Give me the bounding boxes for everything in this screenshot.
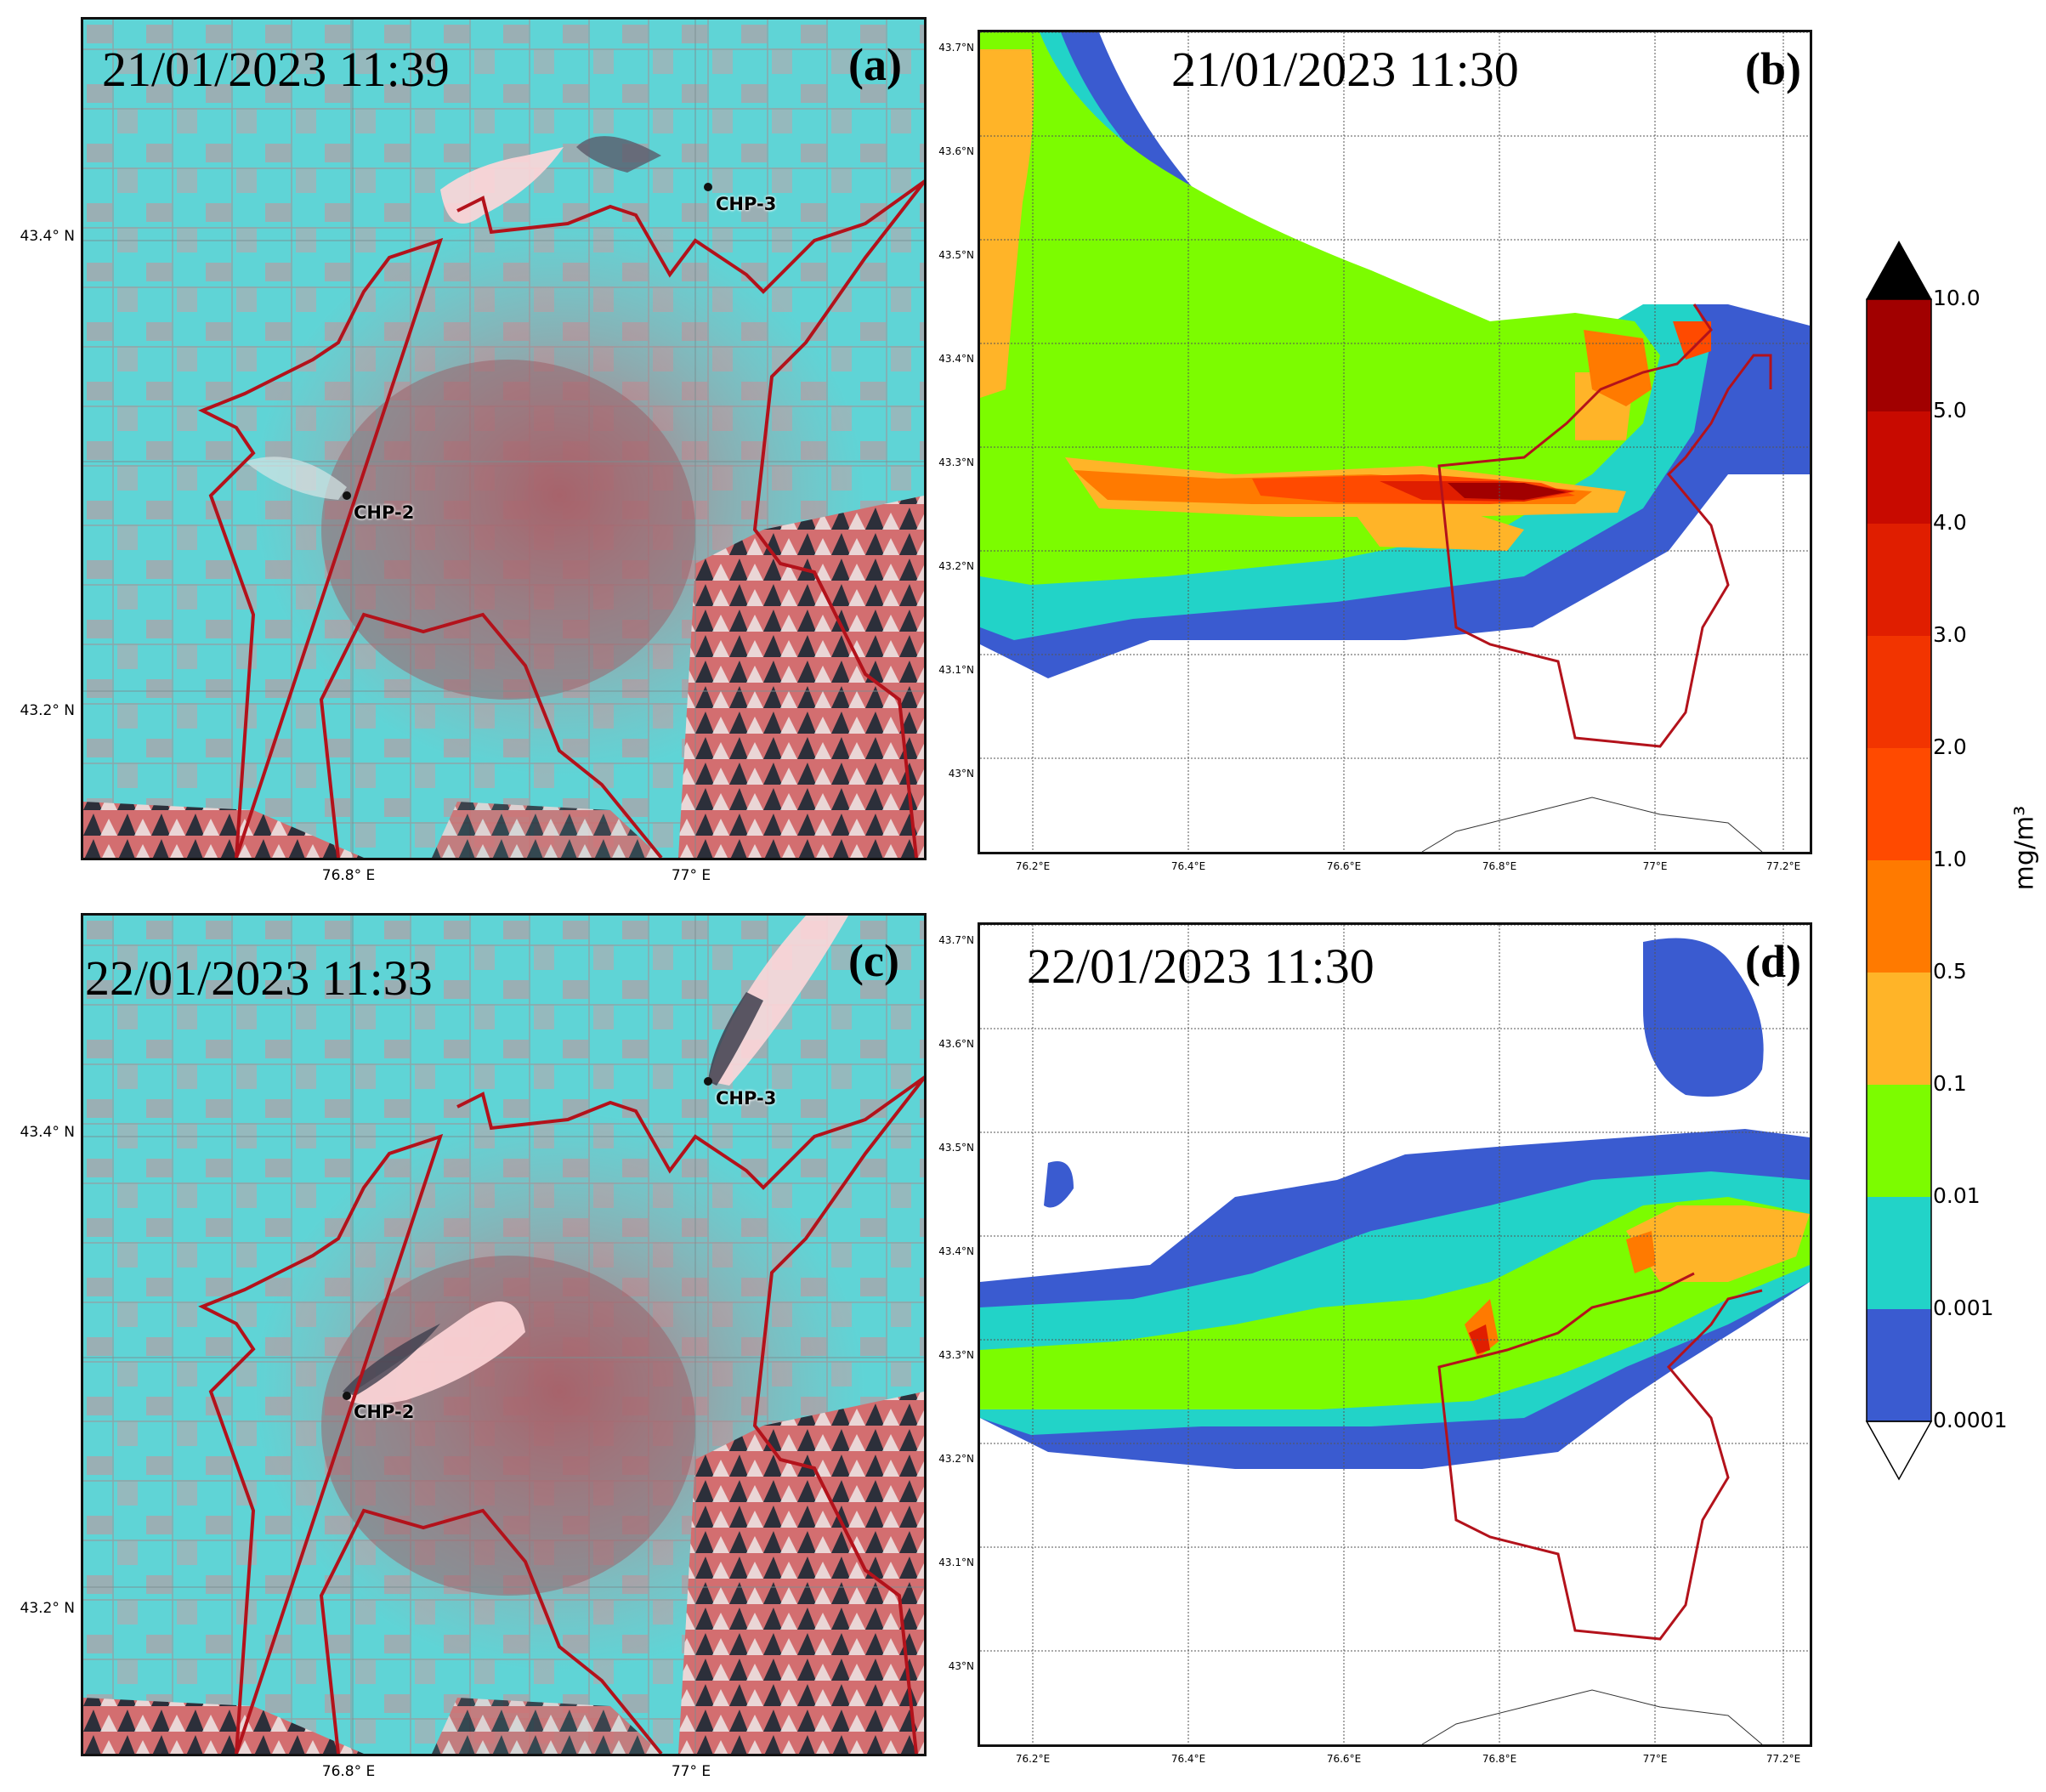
y-tick-label: 43.3°N [938,1349,974,1361]
colorbar [1865,240,1933,1481]
colorbar-frame [1866,298,1932,1422]
panel-c-satellite-image: 22/01/2023 11:33 (c) CHP-3 CHP-2 [81,913,927,1756]
y-tick-label: 43.2°N [938,560,974,572]
colorbar-segment [1867,299,1931,411]
chp3-marker-a [704,183,712,191]
colorbar-segment [1867,748,1931,860]
x-tick-label: 77.2°E [1765,860,1801,872]
city-boundary-d [1437,1272,1763,1641]
colorbar-segment [1867,524,1931,636]
x-tick-label: 77° E [671,1763,711,1780]
colorbar-segment [1867,636,1931,748]
concentration-field-d [980,925,1810,1744]
colorbar-level-label: 0.1 [1933,1071,1967,1096]
chp3-marker-c [704,1077,712,1086]
x-tick-label: 76.4°E [1170,1753,1206,1765]
y-tick-label: 43.3°N [938,457,974,468]
plume-chp2-a [245,457,347,500]
panel-label: (b) [1745,43,1801,94]
y-tick-label: 43.5°N [938,1142,974,1154]
timestamp: 22/01/2023 11:30 [1027,939,1374,994]
chp2-marker-a [343,491,351,500]
y-tick-label: 43.4° N [20,1124,75,1141]
y-tick-label: 43.6°N [938,1038,974,1050]
x-tick-label: 77° E [671,867,711,884]
chp2-label: CHP-2 [354,502,415,523]
x-tick-label: 76.8° E [321,1763,376,1780]
y-tick-label: 43.2°N [938,1453,974,1465]
chp2-marker-c [343,1392,351,1400]
y-tick-label: 43.1°N [938,1557,974,1568]
colorbar-under-triangle [1865,1421,1933,1481]
y-tick-label: 43.2° N [20,702,75,719]
x-tick-label: 76.8°E [1482,860,1517,872]
panel-d-concentration-map: 22/01/2023 11:30 (d) [978,922,1812,1747]
y-tick-label: 43.4°N [938,353,974,365]
y-tick-label: 43.5°N [938,249,974,261]
colorbar-level-label: 2.0 [1933,734,1967,759]
panel-a-satellite-image: 21/01/2023 11:39 (a) CHP-3 CHP-2 [81,17,927,860]
colorbar-level-label: 0.0001 [1933,1408,2008,1432]
x-tick-label: 77°E [1642,1753,1668,1765]
plume-chp2-c [347,1301,525,1404]
y-tick-label: 43.4° N [20,228,75,245]
satellite-scene-c [83,916,924,1754]
panel-label: (a) [848,39,902,90]
colorbar-level-label: 3.0 [1933,622,1967,647]
city-boundary-a [198,179,924,858]
y-tick-label: 43.4°N [938,1245,974,1257]
chp2-label: CHP-2 [354,1402,415,1422]
chp3-label: CHP-3 [716,194,777,214]
colorbar-unit-label: mg/m³ [2009,805,2040,891]
x-tick-label: 76.2°E [1015,860,1051,872]
chp3-label: CHP-3 [716,1088,777,1109]
y-tick-label: 43.1°N [938,664,974,676]
colorbar-segment [1867,1309,1931,1421]
y-tick-label: 43.7°N [938,42,974,54]
colorbar-level-label: 4.0 [1933,510,1967,535]
panel-b-concentration-map: 21/01/2023 11:30 (b) [978,30,1812,854]
x-tick-label: 77.2°E [1765,1753,1801,1765]
x-tick-label: 76.6°E [1326,860,1362,872]
timestamp: 21/01/2023 11:39 [102,42,450,97]
y-tick-label: 43.6°N [938,145,974,157]
colorbar-level-label: 0.001 [1933,1296,1994,1320]
plume-chp3-c [708,916,848,1086]
panel-label: (d) [1745,936,1801,987]
y-tick-label: 43°N [948,1660,974,1672]
colorbar-segment [1867,860,1931,973]
x-tick-label: 76.4°E [1170,860,1206,872]
y-tick-label: 43°N [948,768,974,780]
colorbar-level-label: 10.0 [1933,286,1981,310]
timestamp: 21/01/2023 11:30 [1171,42,1519,97]
panel-label: (c) [848,935,899,986]
y-tick-label: 43.7°N [938,934,974,946]
colorbar-segment [1867,1085,1931,1197]
timestamp: 22/01/2023 11:33 [85,950,433,1006]
colorbar-segment [1867,1197,1931,1309]
colorbar-over-triangle [1866,240,1932,300]
satellite-scene-a [83,20,924,858]
concentration-field-b [980,32,1810,852]
colorbar-level-label: 5.0 [1933,398,1967,422]
colorbar-level-label: 0.5 [1933,959,1967,984]
colorbar-segment [1867,973,1931,1085]
x-tick-label: 76.6°E [1326,1753,1362,1765]
x-tick-label: 76.8° E [321,867,376,884]
x-tick-label: 76.2°E [1015,1753,1051,1765]
colorbar-segment [1867,411,1931,524]
colorbar-level-label: 0.01 [1933,1183,1981,1208]
colorbar-level-label: 1.0 [1933,847,1967,871]
city-boundary-c [198,1075,924,1754]
city-boundary-b [1437,303,1772,748]
y-tick-label: 43.2° N [20,1600,75,1617]
x-tick-label: 77°E [1642,860,1668,872]
x-tick-label: 76.8°E [1482,1753,1517,1765]
